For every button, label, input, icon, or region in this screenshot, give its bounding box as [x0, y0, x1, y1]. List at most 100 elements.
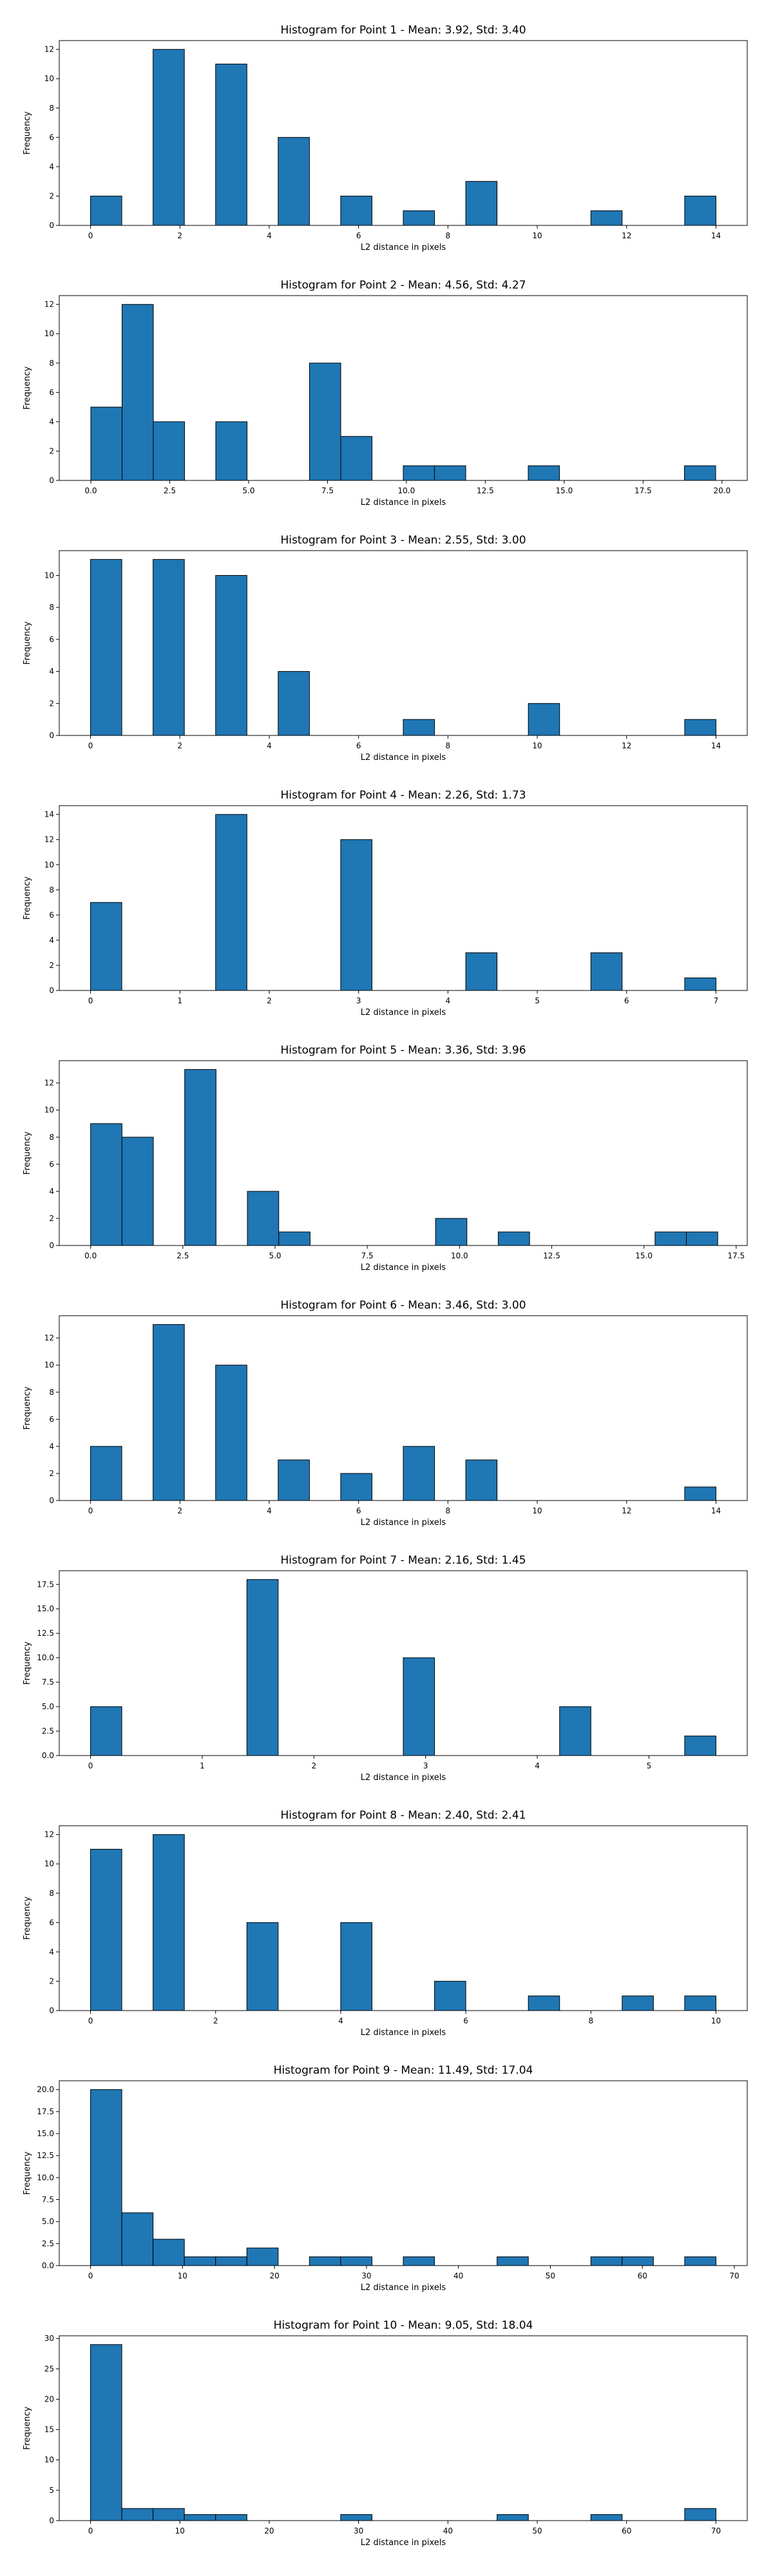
histogram-panel: Histogram for Point 5 - Mean: 3.36, Std:… — [23, 1044, 748, 1273]
histogram-bar — [153, 559, 185, 736]
x-tick-label: 5 — [535, 996, 540, 1005]
x-tick-label: 7.5 — [321, 486, 334, 495]
x-tick-label: 0.0 — [84, 486, 97, 495]
y-axis-label: Frequency — [23, 2407, 32, 2450]
histogram-bar — [121, 1137, 154, 1246]
x-tick-label: 12 — [622, 231, 631, 240]
chart-title: Histogram for Point 1 - Mean: 3.92, Std:… — [280, 24, 526, 37]
histogram-bar — [465, 181, 498, 226]
x-tick-label: 6 — [356, 1506, 361, 1515]
x-tick-label: 4 — [338, 2016, 343, 2025]
histogram-bar — [654, 1231, 687, 1246]
y-tick-label: 17.5 — [37, 1580, 54, 1589]
x-tick-label: 2 — [213, 2016, 218, 2025]
x-tick-label: 5.0 — [269, 1251, 281, 1260]
histogram-bar — [435, 1218, 468, 1246]
y-axis-label: Frequency — [23, 366, 32, 410]
plot-frame — [59, 1825, 748, 2011]
y-tick-label: 4 — [49, 1187, 54, 1196]
x-tick-label: 15.0 — [555, 486, 573, 495]
histogram-panel: Histogram for Point 3 - Mean: 2.55, Std:… — [23, 534, 748, 762]
histogram-bar — [684, 1736, 716, 1756]
y-tick-label: 12 — [44, 45, 54, 54]
x-tick-label: 3 — [423, 1761, 428, 1770]
histogram-bar — [340, 2256, 372, 2266]
y-tick-label: 8 — [49, 104, 54, 113]
plot-frame — [59, 805, 748, 991]
x-tick-label: 0 — [88, 996, 93, 1005]
y-tick-label: 10 — [44, 74, 54, 83]
y-tick-label: 10 — [44, 571, 54, 580]
y-tick-label: 0 — [49, 1496, 54, 1505]
y-tick-label: 15.0 — [37, 1604, 54, 1613]
y-tick-label: 2 — [49, 1469, 54, 1478]
y-tick-label: 10.0 — [37, 1653, 54, 1662]
x-tick-label: 50 — [546, 2271, 555, 2280]
plot-frame — [59, 2335, 748, 2521]
y-axis-label: Frequency — [23, 2152, 32, 2195]
x-tick-label: 12.5 — [477, 486, 494, 495]
x-tick-label: 10 — [178, 2271, 187, 2280]
x-tick-label: 10 — [532, 231, 542, 240]
chart-title: Histogram for Point 4 - Mean: 2.26, Std:… — [280, 789, 526, 802]
x-tick-label: 12 — [622, 741, 631, 750]
histogram-bar — [684, 719, 716, 736]
x-tick-label: 6 — [356, 231, 361, 240]
x-tick-label: 10 — [175, 2526, 185, 2535]
histogram-bar — [278, 1459, 310, 1501]
histogram-panel: Histogram for Point 7 - Mean: 2.16, Std:… — [23, 1554, 748, 1783]
histogram-panel: Histogram for Point 10 - Mean: 9.05, Std… — [23, 2319, 748, 2548]
y-tick-label: 14 — [44, 810, 54, 819]
histogram-panel: Histogram for Point 2 - Mean: 4.56, Std:… — [23, 279, 748, 507]
chart-title: Histogram for Point 2 - Mean: 4.56, Std:… — [280, 279, 526, 292]
histogram-bar — [684, 465, 716, 481]
x-tick-label: 40 — [453, 2271, 463, 2280]
x-tick-label: 14 — [711, 231, 721, 240]
plot-frame — [59, 1060, 748, 1246]
x-tick-label: 2 — [177, 231, 182, 240]
y-tick-label: 2 — [49, 446, 54, 455]
histogram-bar — [278, 671, 310, 736]
y-tick-label: 7.5 — [42, 2195, 54, 2204]
x-axis-label: L2 distance in pixels — [361, 753, 446, 762]
x-tick-label: 70 — [711, 2526, 721, 2535]
histogram-bar — [340, 436, 372, 481]
y-tick-label: 12.5 — [37, 2151, 54, 2160]
y-tick-label: 12 — [44, 835, 54, 844]
x-tick-label: 7.5 — [361, 1251, 374, 1260]
histogram-panel: Histogram for Point 8 - Mean: 2.40, Std:… — [23, 1809, 748, 2038]
x-tick-label: 70 — [729, 2271, 739, 2280]
y-tick-label: 12.5 — [37, 1629, 54, 1638]
y-tick-label: 10 — [44, 1106, 54, 1115]
y-tick-label: 8 — [49, 1889, 54, 1898]
y-tick-label: 10 — [44, 329, 54, 338]
y-tick-label: 5.0 — [42, 2217, 54, 2226]
histogram-bar — [590, 952, 623, 991]
x-tick-label: 17.5 — [635, 486, 652, 495]
y-tick-label: 8 — [49, 1133, 54, 1142]
histogram-bar — [246, 1579, 279, 1756]
x-axis-label: L2 distance in pixels — [361, 1008, 446, 1018]
x-tick-label: 30 — [361, 2271, 371, 2280]
x-tick-label: 6 — [356, 741, 361, 750]
chart-title: Histogram for Point 8 - Mean: 2.40, Std:… — [280, 1809, 526, 1822]
y-tick-label: 0 — [49, 221, 54, 230]
y-tick-label: 2 — [49, 961, 54, 970]
x-tick-label: 0 — [88, 2526, 93, 2535]
y-tick-label: 2.5 — [42, 2239, 54, 2248]
histogram-bar — [153, 421, 185, 481]
x-tick-label: 10 — [532, 1506, 542, 1515]
histogram-bar — [684, 977, 716, 991]
histogram-bar — [590, 210, 623, 226]
x-tick-label: 6 — [624, 996, 629, 1005]
chart-title: Histogram for Point 10 - Mean: 9.05, Std… — [274, 2319, 533, 2332]
x-axis-label: L2 distance in pixels — [361, 1773, 446, 1783]
x-tick-label: 30 — [354, 2526, 363, 2535]
y-tick-label: 12 — [44, 1079, 54, 1088]
x-tick-label: 2 — [267, 996, 272, 1005]
y-tick-label: 0 — [49, 2516, 54, 2525]
y-tick-label: 6 — [49, 133, 54, 142]
histogram-panel: Histogram for Point 1 - Mean: 3.92, Std:… — [23, 24, 748, 252]
x-axis-label: L2 distance in pixels — [361, 243, 446, 252]
